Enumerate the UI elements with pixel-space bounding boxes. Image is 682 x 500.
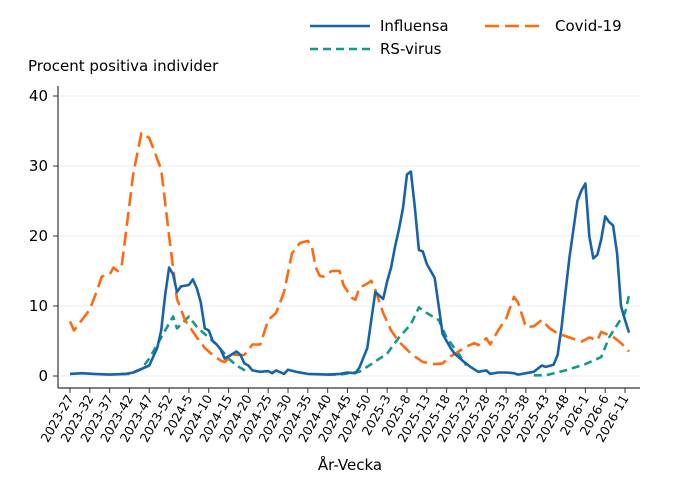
legend: Influensa Covid-19 RS-virus — [310, 17, 622, 58]
gridlines — [60, 95, 640, 377]
series-line-influensa — [69, 170, 631, 376]
x-axis-label: År-Vecka — [318, 455, 382, 474]
y-tick-label: 10 — [29, 297, 48, 315]
series-lines — [68, 131, 631, 377]
y-tick-label: 30 — [29, 157, 48, 175]
x-axis: 2023-272023-322023-372023-422023-472023-… — [37, 387, 640, 445]
series-line-rs-virus — [121, 295, 631, 377]
legend-label: RS-virus — [380, 40, 442, 58]
y-axis: 0 10 20 30 40 — [29, 86, 59, 388]
legend-label: Covid-19 — [555, 17, 622, 35]
legend-label: Influensa — [380, 17, 449, 35]
series-line-covid-19 — [68, 131, 630, 366]
y-tick-label: 20 — [29, 227, 48, 245]
y-tick-label: 40 — [29, 87, 48, 105]
y-axis-label: Procent positiva individer — [28, 57, 219, 75]
y-tick-label: 0 — [38, 367, 48, 385]
